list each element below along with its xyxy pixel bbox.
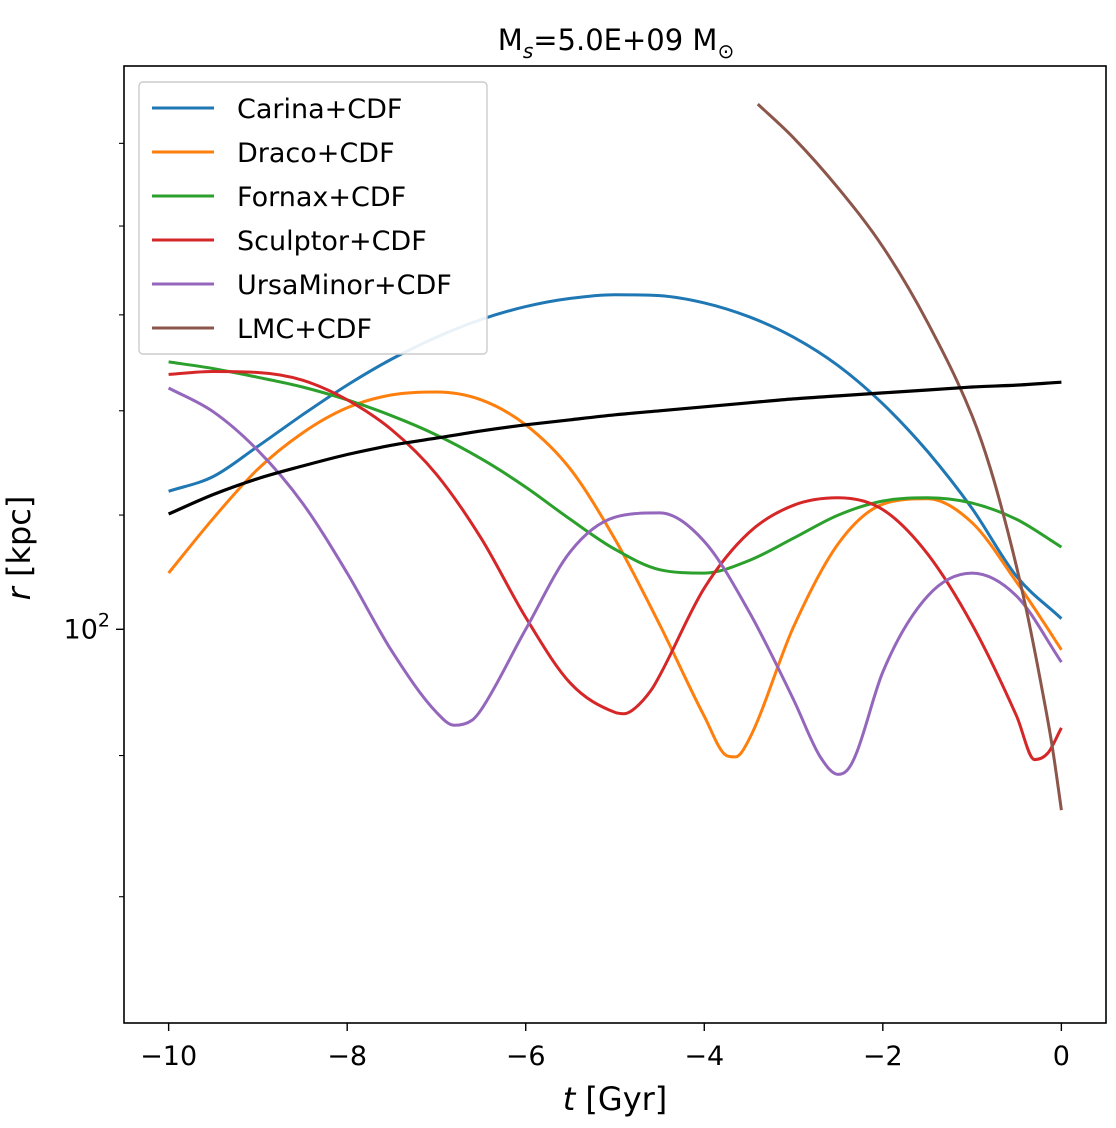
x-axis-label: t [Gyr] — [563, 1080, 668, 1118]
y-axis-label: r [kpc] — [0, 496, 38, 601]
series-line-ursaminor-cdf — [167, 386, 1063, 776]
x-tick-label: −6 — [506, 1041, 546, 1072]
series-layer — [167, 103, 1063, 811]
title-rest: =5.0E+09 M — [533, 23, 717, 57]
chart-title: Ms=5.0E+09 M⊙ — [498, 23, 734, 63]
legend: Carina+CDF Draco+CDF Fornax+CDF Sculptor+CD… — [152, 94, 452, 345]
x-tick-label: −4 — [684, 1041, 724, 1072]
title-sun-symbol: ⊙ — [717, 39, 734, 63]
y-axis: 102 — [64, 142, 124, 898]
title-subscript: s — [523, 39, 533, 63]
legend-box — [138, 81, 488, 355]
legend-label-fornax-cdf: Fornax+CDF — [237, 182, 406, 213]
x-axis-label-unit: [Gyr] — [575, 1080, 667, 1118]
y-axis-label-unit: [kpc] — [0, 496, 38, 588]
legend-label-lmc-cdf: LMC+CDF — [237, 314, 372, 345]
x-axis-label-var: t — [563, 1080, 577, 1118]
legend-label-carina-cdf: Carina+CDF — [237, 94, 402, 125]
x-tick-label: 0 — [1053, 1041, 1070, 1072]
x-tick-label: −10 — [140, 1041, 197, 1072]
legend-label-draco-cdf: Draco+CDF — [237, 138, 395, 169]
series-line-fornax-cdf — [168, 360, 1063, 575]
series-line-carina-cdf — [168, 293, 1063, 620]
y-tick-label: 102 — [64, 609, 110, 645]
series-line-reference — [167, 380, 1062, 516]
legend-label-ursaminor-cdf: UrsaMinor+CDF — [237, 270, 452, 301]
y-axis-label-var: r — [0, 585, 38, 600]
series-line-sculptor-cdf — [168, 370, 1063, 762]
x-tick-label: −2 — [863, 1041, 903, 1072]
series-line-lmc-cdf — [756, 103, 1063, 811]
legend-label-sculptor-cdf: Sculptor+CDF — [237, 226, 427, 257]
x-axis: −10 −8 −6 −4 −2 0 — [140, 1023, 1070, 1072]
plot-frame — [123, 65, 1107, 1024]
title-main: M — [498, 23, 523, 57]
x-tick-label: −8 — [327, 1041, 367, 1072]
